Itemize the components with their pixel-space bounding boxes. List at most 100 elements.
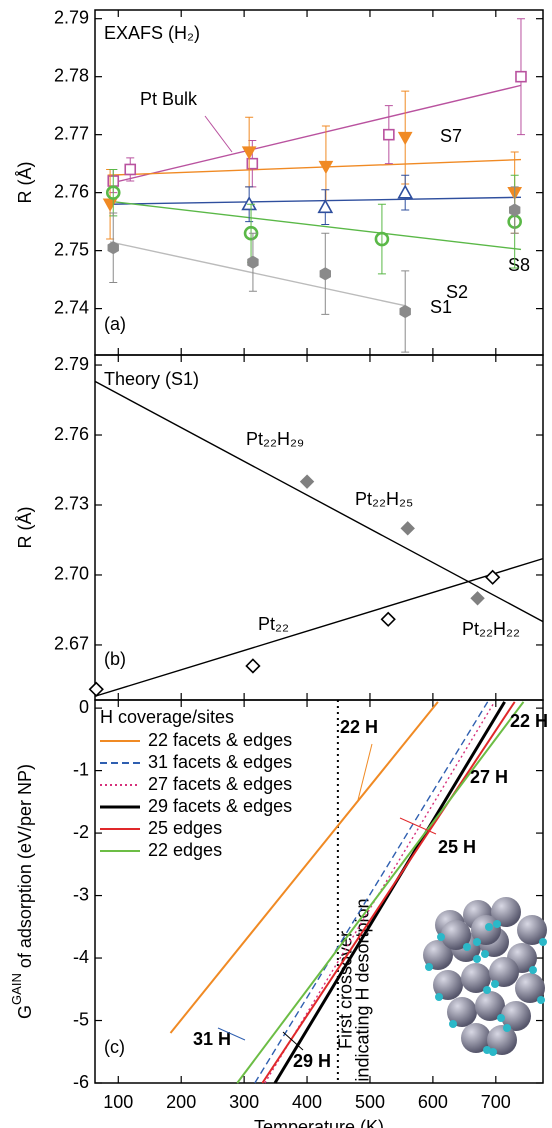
series-label: S1 <box>430 297 452 317</box>
marker <box>88 681 104 697</box>
np-atom <box>461 963 491 993</box>
annotation: 27 H <box>470 767 508 787</box>
marker <box>246 157 259 170</box>
y-axis-title-sup: GAIN <box>9 973 24 1005</box>
panel-label: (b) <box>104 649 126 669</box>
x-tick-label: 500 <box>355 1092 385 1112</box>
np-atom <box>441 920 471 950</box>
y-tick-label: 2.75 <box>54 239 89 259</box>
annotation: 22 H <box>510 711 548 731</box>
marker <box>102 198 118 212</box>
y-tick-label: -5 <box>73 1009 89 1029</box>
panel-label: (c) <box>104 1037 125 1057</box>
panel-title: EXAFS (H₂) <box>104 23 200 43</box>
np-hydrogen <box>497 1014 505 1022</box>
np-atom <box>515 973 545 1003</box>
y-tick-label: 2.73 <box>54 494 89 514</box>
y-tick-label: 2.74 <box>54 297 89 317</box>
series-label: S2 <box>446 282 468 302</box>
np-hydrogen <box>485 923 493 931</box>
np-hydrogen <box>473 955 481 963</box>
marker <box>107 241 119 255</box>
y-tick-label: 0 <box>79 697 89 717</box>
y-tick-label: 2.78 <box>54 65 89 85</box>
y-tick-label: -6 <box>73 1072 89 1092</box>
legend-label: 22 edges <box>148 840 222 860</box>
np-atom <box>517 915 547 945</box>
marker <box>470 591 485 606</box>
np-atom <box>423 940 453 970</box>
fit-line <box>107 158 522 176</box>
y-tick-label: -1 <box>73 759 89 779</box>
plot-frame <box>94 699 544 1084</box>
y-tick-label: -3 <box>73 884 89 904</box>
marker <box>299 474 315 489</box>
series-label: Pt₂₂ <box>258 614 289 634</box>
panel-label: (a) <box>104 314 126 334</box>
crossover-label: First crossover <box>336 931 356 1049</box>
fit-line <box>94 557 544 697</box>
marker <box>319 267 331 281</box>
annotation-pointer <box>357 743 373 801</box>
marker <box>485 569 501 585</box>
np-hydrogen <box>473 938 481 946</box>
np-hydrogen <box>493 920 501 928</box>
fit-line <box>94 380 544 623</box>
np-hydrogen <box>425 963 433 971</box>
np-hydrogen <box>503 1024 511 1032</box>
np-atom <box>491 897 521 927</box>
np-hydrogen <box>537 996 545 1004</box>
np-atom <box>475 991 505 1021</box>
y-tick-label: -2 <box>73 822 89 842</box>
np-atom <box>487 1025 517 1055</box>
y-tick-label: 2.76 <box>54 181 89 201</box>
np-hydrogen <box>539 938 547 946</box>
marker <box>247 255 259 269</box>
series-line <box>254 701 489 1084</box>
np-hydrogen <box>449 1020 457 1028</box>
fit-line <box>107 84 522 185</box>
marker <box>374 231 390 247</box>
np-atom <box>489 957 519 987</box>
np-hydrogen <box>483 986 491 994</box>
marker <box>400 521 415 536</box>
plot-frame <box>94 354 544 701</box>
marker <box>383 128 395 141</box>
y-tick-label: 2.79 <box>54 7 89 27</box>
y-axis-title-main: G <box>15 1005 35 1019</box>
y-tick-label: 2.76 <box>54 424 89 444</box>
series-line <box>264 701 496 1084</box>
y-tick-label: 2.77 <box>54 123 89 143</box>
plot-frame <box>94 9 544 356</box>
fit-line <box>109 241 406 307</box>
marker <box>515 70 527 83</box>
x-tick-label: 200 <box>166 1092 196 1112</box>
y-tick-label: 2.67 <box>54 634 89 654</box>
legend-label: 22 facets & edges <box>148 730 292 750</box>
fit-line <box>110 200 522 251</box>
annotation-pointer <box>282 1031 304 1051</box>
marker <box>241 196 258 211</box>
annotation-pointer <box>399 817 437 835</box>
np-atom <box>501 1001 531 1031</box>
y-axis-title: R (Å) <box>15 162 35 204</box>
series-line <box>236 701 525 1084</box>
series-line <box>261 701 516 1084</box>
point-label: Pt₂₂H₂₂ <box>462 619 520 639</box>
np-hydrogen <box>491 980 499 988</box>
marker <box>318 160 334 175</box>
marker <box>508 203 521 217</box>
np-atom <box>447 997 477 1027</box>
annotation: 31 H <box>193 1029 231 1049</box>
panel-title: Theory (S1) <box>104 369 199 389</box>
y-axis-title: GGAIN of adsorption (eV/per NP) <box>9 764 34 1019</box>
x-tick-label: 700 <box>481 1092 511 1112</box>
y-tick-label: 2.70 <box>54 564 89 584</box>
annotation: 22 H <box>340 717 378 737</box>
legend-title: H coverage/sites <box>100 707 234 727</box>
error-bar <box>377 203 386 275</box>
series-line <box>273 701 506 1084</box>
marker <box>317 198 334 214</box>
marker <box>124 163 137 176</box>
series-line <box>169 701 439 1034</box>
